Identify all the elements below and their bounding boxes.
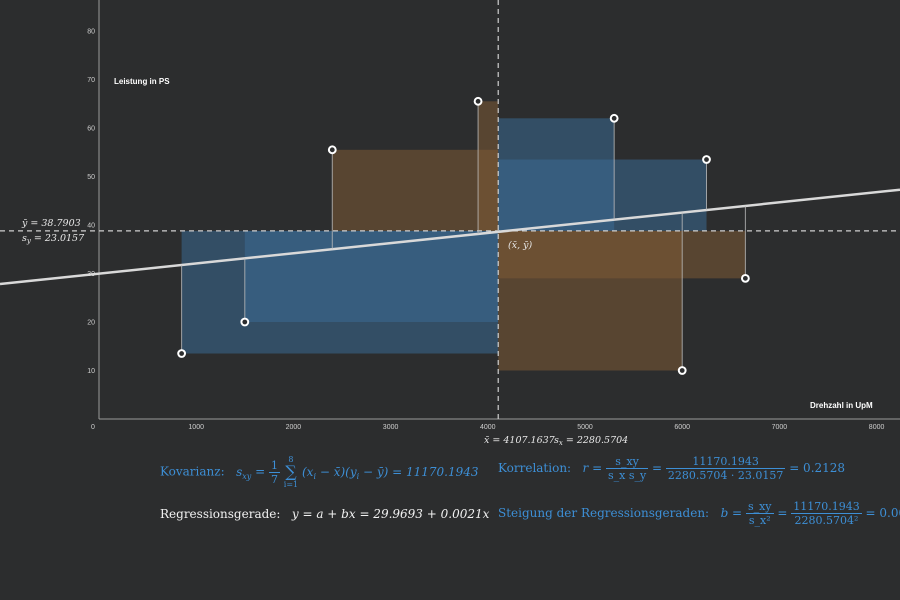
- deviation-rect-3: [332, 149, 499, 231]
- kovarianz-body2-sub: i: [356, 471, 360, 481]
- kovarianz-body-sub: i: [313, 471, 316, 481]
- kovarianz-lhs: s: [236, 464, 243, 479]
- x-tick-4000: 4000: [480, 424, 496, 431]
- kovarianz-body2: − x̄)(y: [316, 464, 357, 479]
- deviation-rect-7: [498, 159, 707, 231]
- mean-guides: [0, 0, 900, 419]
- deviation-rect-4: [478, 101, 499, 231]
- data-point-2: [240, 317, 250, 327]
- point-stems: [181, 101, 746, 371]
- korrelation-formula: Korrelation: r = s_xy s_x s_y = 11170.194…: [498, 455, 846, 482]
- y-tick-60: 60: [87, 126, 95, 133]
- mean-y-label: ȳ = 38.7903: [21, 218, 81, 229]
- x-tick-7000: 7000: [772, 424, 788, 431]
- regression-line-group: [0, 188, 900, 286]
- axes: 0100020003000400050006000700080001020304…: [87, 0, 900, 431]
- y-tick-20: 20: [87, 320, 95, 327]
- x-tick-3000: 3000: [383, 424, 399, 431]
- kovarianz-body3: − ȳ) = 11170.1943: [359, 464, 479, 479]
- steigung-fraction1: s_xy s_x²: [745, 500, 774, 527]
- x-tick-1000: 1000: [188, 424, 204, 431]
- y-axis-title: Leistung in PS: [114, 77, 170, 86]
- kovarianz-frac-num: 1: [268, 458, 280, 473]
- sum-bottom: i=1: [283, 480, 299, 489]
- center-label: (x̄, ȳ): [508, 240, 532, 251]
- x-tick-8000: 8000: [869, 424, 885, 431]
- chart-texts: Leistung in PS Drehzahl in UpM ȳ = 38.79…: [21, 77, 873, 447]
- y-tick-40: 40: [87, 223, 95, 230]
- korrelation-label: Korrelation:: [498, 461, 572, 475]
- sum-top: 8: [288, 455, 294, 464]
- x-tick-0: 0: [91, 424, 95, 431]
- steigung-lhs: b =: [720, 506, 743, 520]
- data-points: [177, 96, 750, 375]
- data-point-7: [702, 155, 711, 164]
- steigung-frac1-num: s_xy: [745, 500, 774, 514]
- steigung-result: = 0.0021: [865, 506, 900, 520]
- korrelation-frac2-num: 11170.1943: [665, 455, 786, 469]
- x-tick-5000: 5000: [577, 424, 593, 431]
- y-tick-70: 70: [87, 77, 95, 84]
- korrelation-fraction1: s_xy s_x s_y: [605, 455, 649, 482]
- steigung-frac2-num: 11170.1943: [791, 500, 862, 514]
- steigung-fraction2: 11170.1943 2280.5704²: [791, 500, 862, 527]
- x-axis-title: Drehzahl in UpM: [810, 401, 873, 410]
- steigung-formula: Steigung der Regressionsgeraden: b = s_x…: [498, 500, 900, 527]
- korrelation-result: = 0.2128: [789, 461, 846, 475]
- data-point-8: [740, 273, 750, 283]
- korrelation-frac2-den: 2280.5704 · 23.0157: [667, 469, 784, 482]
- regression-equation: y = a + bx = 29.9693 + 0.0021x: [291, 507, 490, 521]
- korrelation-fraction2: 11170.1943 2280.5704 · 23.0157: [665, 455, 786, 482]
- sd-x-label: sx = 2280.5704: [554, 435, 628, 447]
- steigung-label: Steigung der Regressionsgeraden:: [498, 506, 710, 520]
- sum-sign: 8 ∑ i=1: [283, 455, 299, 489]
- korrelation-frac1-den: s_x s_y: [607, 469, 647, 482]
- deviation-rectangles: [181, 101, 746, 371]
- kovarianz-frac-den: 7: [270, 472, 278, 486]
- mean-x-label: x̄ = 4107.1637: [484, 435, 556, 446]
- steigung-frac1-den: s_x²: [748, 514, 771, 527]
- data-point-1: [177, 349, 187, 358]
- x-tick-2000: 2000: [286, 424, 302, 431]
- data-point-5: [609, 113, 619, 123]
- regression-line: [0, 188, 900, 286]
- data-point-4: [473, 96, 483, 106]
- sd-y-label: sy = 23.0157: [22, 233, 85, 245]
- deviation-rect-8: [498, 230, 746, 279]
- korrelation-lhs: r =: [582, 461, 603, 475]
- data-point-6: [677, 366, 687, 375]
- y-tick-80: 80: [87, 29, 95, 36]
- regression-formula: Regressionsgerade: y = a + bx = 29.9693 …: [160, 507, 489, 521]
- kovarianz-lhs-sub: xy: [242, 471, 252, 481]
- y-tick-10: 10: [87, 368, 95, 375]
- kovarianz-body: (x: [301, 464, 314, 479]
- kovarianz-label: Kovarianz:: [160, 464, 225, 479]
- regression-label: Regressionsgerade:: [160, 507, 281, 521]
- data-point-3: [327, 145, 337, 155]
- x-tick-6000: 6000: [674, 424, 690, 431]
- y-tick-50: 50: [87, 174, 95, 181]
- korrelation-frac1-num: s_xy: [605, 455, 649, 469]
- steigung-frac2-den: 2280.5704²: [794, 514, 859, 527]
